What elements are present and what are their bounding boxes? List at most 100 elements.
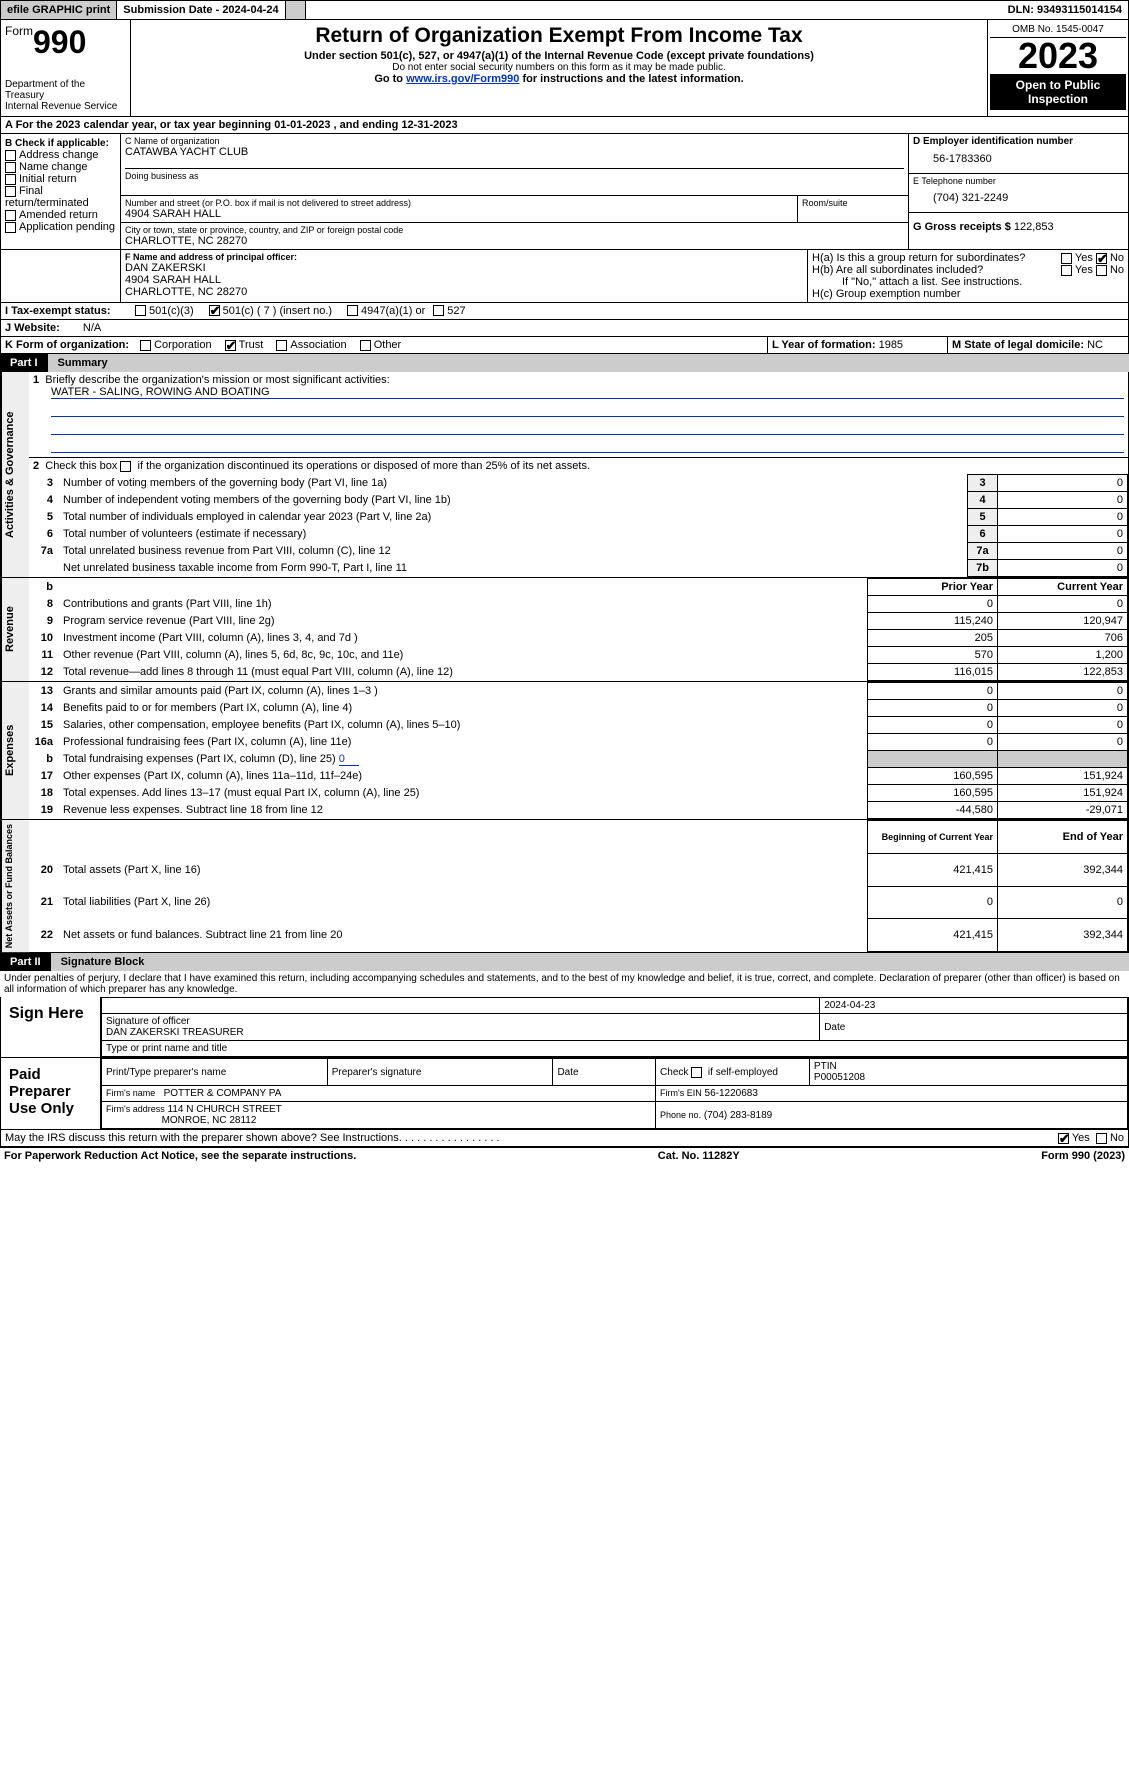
- part1-number: Part I: [0, 354, 48, 372]
- hb-note: If "No," attach a list. See instructions…: [812, 276, 1124, 288]
- line1-blank3: [51, 437, 1124, 453]
- efile-print-button[interactable]: efile GRAPHIC print: [1, 1, 117, 19]
- checkbox-final-return[interactable]: [5, 186, 16, 197]
- city-value: CHARLOTTE, NC 28270: [125, 235, 904, 247]
- section-h: H(a) Is this a group return for subordin…: [808, 250, 1128, 302]
- revenue-section: Revenue bPrior YearCurrent Year 8Contrib…: [0, 578, 1129, 682]
- governance-table: 3Number of voting members of the governi…: [29, 474, 1128, 577]
- org-name-label: C Name of organization: [125, 136, 904, 146]
- form-footer: Form 990 (2023): [1041, 1150, 1125, 1162]
- paid-preparer-block: Paid Preparer Use Only Print/Type prepar…: [0, 1058, 1129, 1130]
- checkbox-initial-return[interactable]: [5, 174, 16, 185]
- netassets-label: Net Assets or Fund Balances: [1, 820, 29, 952]
- checkbox-4947[interactable]: [347, 305, 358, 316]
- checkbox-hb-no[interactable]: [1096, 265, 1107, 276]
- ssn-warning: Do not enter social security numbers on …: [141, 62, 977, 73]
- gross-receipts-value: 122,853: [1014, 221, 1054, 233]
- tax-year-line: A For the 2023 calendar year, or tax yea…: [1, 117, 1128, 133]
- tax-year: 2023: [990, 38, 1126, 74]
- checkbox-hb-yes[interactable]: [1061, 265, 1072, 276]
- checkbox-trust[interactable]: [225, 340, 236, 351]
- sections-bcd: B Check if applicable: Address change Na…: [0, 134, 1129, 250]
- checkbox-assoc[interactable]: [276, 340, 287, 351]
- checkbox-discuss-yes[interactable]: [1058, 1133, 1069, 1144]
- addr-label: Number and street (or P.O. box if mail i…: [125, 198, 793, 208]
- checkbox-ha-yes[interactable]: [1061, 253, 1072, 264]
- cat-number: Cat. No. 11282Y: [658, 1150, 740, 1162]
- addr-value: 4904 SARAH HALL: [125, 208, 793, 220]
- netassets-table: Beginning of Current YearEnd of Year 20T…: [29, 820, 1128, 952]
- sections-fh: F Name and address of principal officer:…: [0, 250, 1129, 303]
- year-block: OMB No. 1545-0047 2023 Open to Public In…: [988, 20, 1128, 116]
- paid-preparer-label: Paid Preparer Use Only: [1, 1058, 101, 1129]
- phone-label: E Telephone number: [913, 176, 1124, 186]
- topbar: efile GRAPHIC print Submission Date - 20…: [0, 0, 1129, 20]
- section-b: B Check if applicable: Address change Na…: [1, 134, 121, 249]
- section-a: A For the 2023 calendar year, or tax yea…: [0, 117, 1129, 134]
- gross-receipts-label: G Gross receipts $: [913, 221, 1011, 233]
- room-label: Room/suite: [802, 198, 904, 208]
- line1-blank2: [51, 419, 1124, 435]
- form-title: Return of Organization Exempt From Incom…: [141, 24, 977, 48]
- dropdown-button[interactable]: [286, 1, 306, 19]
- discuss-text: May the IRS discuss this return with the…: [5, 1132, 1058, 1144]
- checkbox-501c[interactable]: [209, 305, 220, 316]
- ein-value: 56-1783360: [913, 147, 1124, 171]
- spacer: [1, 250, 121, 302]
- part1-header: Part I Summary: [0, 354, 1129, 372]
- line1-label: Briefly describe the organization's miss…: [45, 374, 389, 386]
- checkbox-self-employed[interactable]: [691, 1067, 702, 1078]
- checkbox-application-pending[interactable]: [5, 222, 16, 233]
- checkbox-527[interactable]: [433, 305, 444, 316]
- paperwork-notice: For Paperwork Reduction Act Notice, see …: [4, 1150, 356, 1162]
- governance-label: Activities & Governance: [1, 372, 29, 577]
- section-m-label: M State of legal domicile:: [952, 339, 1084, 351]
- part2-number: Part II: [0, 953, 51, 971]
- checkbox-discuss-no[interactable]: [1096, 1133, 1107, 1144]
- section-i-label: I Tax-exempt status:: [5, 305, 135, 317]
- officer-name: DAN ZAKERSKI: [125, 262, 803, 274]
- phone-value: (704) 321-2249: [913, 186, 1124, 210]
- checkbox-corp[interactable]: [140, 340, 151, 351]
- section-f: F Name and address of principal officer:…: [121, 250, 808, 302]
- irs-label: Internal Revenue Service: [5, 101, 126, 112]
- checkbox-501c3[interactable]: [135, 305, 146, 316]
- website-value: N/A: [83, 322, 101, 334]
- revenue-label: Revenue: [1, 578, 29, 681]
- section-j-label: J Website:: [5, 322, 60, 334]
- checkbox-ha-no[interactable]: [1096, 253, 1107, 264]
- revenue-table: bPrior YearCurrent Year 8Contributions a…: [29, 578, 1128, 681]
- netassets-section: Net Assets or Fund Balances Beginning of…: [0, 820, 1129, 953]
- section-c: C Name of organization CATAWBA YACHT CLU…: [121, 134, 908, 249]
- checkbox-address-change[interactable]: [5, 150, 16, 161]
- form-number-block: Form990 Department of the Treasury Inter…: [1, 20, 131, 116]
- org-name: CATAWBA YACHT CLUB: [125, 146, 904, 158]
- part2-title: Signature Block: [51, 953, 1129, 971]
- line1-blank1: [51, 401, 1124, 417]
- year-formation: 1985: [879, 339, 903, 351]
- checkbox-other[interactable]: [360, 340, 371, 351]
- sign-here-block: Sign Here 2024-04-23 Signature of office…: [0, 997, 1129, 1058]
- form-label: Form: [5, 24, 33, 38]
- state-domicile: NC: [1087, 339, 1103, 351]
- expenses-table: 13Grants and similar amounts paid (Part …: [29, 682, 1128, 819]
- public-inspection-badge: Open to Public Inspection: [990, 74, 1126, 110]
- checkbox-amended[interactable]: [5, 210, 16, 221]
- officer-label: F Name and address of principal officer:: [125, 252, 803, 262]
- footer: For Paperwork Reduction Act Notice, see …: [0, 1147, 1129, 1164]
- goto-line: Go to www.irs.gov/Form990 for instructio…: [141, 73, 977, 85]
- section-deg: D Employer identification number 56-1783…: [908, 134, 1128, 249]
- sections-ij: I Tax-exempt status: 501(c)(3) 501(c) ( …: [0, 303, 1129, 337]
- form-number: 990: [33, 24, 86, 60]
- discuss-row: May the IRS discuss this return with the…: [0, 1130, 1129, 1147]
- city-label: City or town, state or province, country…: [125, 225, 904, 235]
- section-l-label: L Year of formation:: [772, 339, 876, 351]
- part1-body: Activities & Governance 1 Briefly descri…: [0, 372, 1129, 578]
- checkbox-discontinued[interactable]: [120, 461, 131, 472]
- irs-link[interactable]: www.irs.gov/Form990: [406, 73, 519, 85]
- submission-date: Submission Date - 2024-04-24: [117, 1, 285, 19]
- checkbox-name-change[interactable]: [5, 162, 16, 173]
- form-subtitle: Under section 501(c), 527, or 4947(a)(1)…: [141, 50, 977, 62]
- ein-label: D Employer identification number: [913, 136, 1124, 147]
- form-header: Form990 Department of the Treasury Inter…: [0, 20, 1129, 117]
